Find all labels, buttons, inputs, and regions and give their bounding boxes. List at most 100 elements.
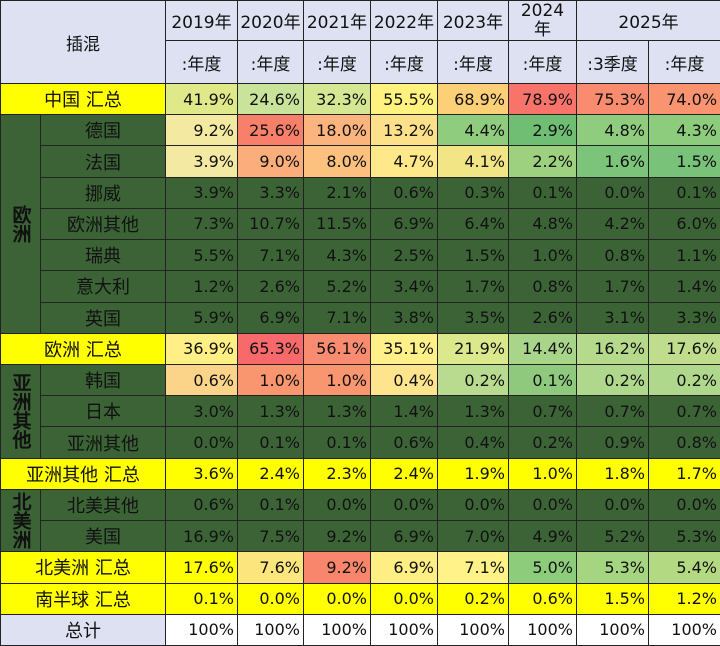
value-cell: 1.3% [237,395,304,428]
region-cell: 欧洲 [0,114,41,334]
value-cell: 9.2% [165,114,238,147]
value-cell: 35.1% [370,332,438,365]
value-cell: 17.6% [647,332,720,365]
value-cell: 0.0% [576,488,649,522]
value-cell: 7.0% [437,520,509,553]
country-row: 英国 5.9% 6.9% 7.1% 3.8% 3.5% 2.6% 3.1% 3.3% [1,301,720,334]
value-cell: 14.4% [508,332,577,365]
value-cell: 0.0% [370,582,438,615]
region-label: 北美洲 [9,492,32,550]
value-cell: 1.8% [576,457,649,490]
value-cell: 5.4% [647,551,720,584]
total-row: 欧洲 汇总 36.9% 65.3% 56.1% 35.1% 21.9% 14.4% 16.2%… [0,332,720,365]
period-header: :年度 [303,40,371,84]
country-row: 挪威 3.9% 3.3% 2.1% 0.6% 0.3% 0.1% 0.0% 0.1% [1,176,720,209]
country-label: 欧洲其他 [40,207,166,241]
value-cell: 3.3% [237,176,304,209]
value-cell: 1.1% [647,239,720,272]
period-header: :年度 [647,40,720,84]
value-cell: 6.9% [237,301,304,334]
value-cell: 9.2% [303,520,371,553]
total-row: 总计 100% 100% 100% 100% 100% 100% 100% 100% [0,613,720,646]
total-row: 北美洲 汇总 17.6% 7.6% 9.2% 6.9% 7.1% 5.0% 5.3% 5.4% [0,551,720,584]
value-cell: 10.7% [237,207,304,241]
value-cell: 0.7% [576,395,649,428]
value-cell: 2.3% [303,457,371,490]
value-cell: 0.0% [303,488,371,522]
value-cell: 0.2% [508,426,577,459]
total-label: 北美洲 汇总 [0,551,166,584]
value-cell: 3.6% [165,457,238,490]
value-cell: 5.5% [165,239,238,272]
year-header: 2020年 [237,0,304,41]
value-cell: 55.5% [370,82,438,116]
country-row: 意大利 1.2% 2.6% 5.2% 3.4% 1.7% 0.8% 1.7% 1.4% [1,270,720,303]
year-header: 2024年 [508,0,577,41]
value-cell: 0.4% [370,363,438,397]
value-cell: 6.9% [370,551,438,584]
country-label: 意大利 [40,270,166,303]
value-cell: 5.3% [647,520,720,553]
year-header: 2019年 [165,0,238,41]
value-cell: 3.9% [165,176,238,209]
total-label: 总计 [0,613,166,646]
year-header: 2022年 [370,0,438,41]
value-cell: 100% [508,613,577,646]
value-cell: 11.5% [303,207,371,241]
value-cell: 32.3% [303,82,371,116]
country-label: 北美其他 [40,488,166,522]
country-row: 欧洲其他 7.3% 10.7% 11.5% 6.9% 6.4% 4.8% 4.2% 6.0% [1,207,720,241]
value-cell: 16.2% [576,332,649,365]
value-cell: 1.4% [647,270,720,303]
country-row: 亚洲其他 0.0% 0.1% 0.1% 0.6% 0.4% 0.2% 0.9% 0.8% [1,426,720,459]
value-cell: 17.6% [165,551,238,584]
country-row: 欧洲 德国 9.2% 25.6% 18.0% 13.2% 4.4% 2.9% 4.8% 4.3% [0,114,720,334]
value-cell: 3.8% [370,301,438,334]
country-label: 韩国 [40,363,166,397]
value-cell: 5.2% [576,520,649,553]
value-cell: 75.3% [576,82,649,116]
value-cell: 0.4% [437,426,509,459]
value-cell: 0.1% [237,426,304,459]
value-cell: 3.9% [165,145,238,178]
value-cell: 7.3% [165,207,238,241]
value-cell: 78.9% [508,82,577,116]
value-cell: 4.1% [437,145,509,178]
period-header: :年度 [370,40,438,84]
value-cell: 0.8% [576,239,649,272]
region-label: 亚洲其他 [9,373,32,450]
value-cell: 16.9% [165,520,238,553]
value-cell: 100% [437,613,509,646]
value-cell: 41.9% [165,82,238,116]
value-cell: 1.2% [647,582,720,615]
year-header: 2023年 [437,0,509,41]
value-cell: 2.1% [303,176,371,209]
year-header: 2021年 [303,0,371,41]
value-cell: 6.4% [437,207,509,241]
total-label: 亚洲其他 汇总 [0,457,166,490]
year-text: 2024年 [520,0,565,40]
value-cell: 1.9% [437,457,509,490]
value-cell: 4.8% [508,207,577,241]
value-cell: 2.9% [508,114,577,147]
value-cell: 0.0% [647,488,720,522]
value-cell: 0.6% [370,176,438,209]
country-label: 瑞典 [40,239,166,272]
value-cell: 5.3% [576,551,649,584]
value-cell: 0.0% [370,488,438,522]
period-header: :年度 [508,40,577,84]
value-cell: 25.6% [237,114,304,147]
value-cell: 21.9% [437,332,509,365]
value-cell: 9.0% [237,145,304,178]
value-cell: 7.5% [237,520,304,553]
value-cell: 0.1% [508,176,577,209]
country-label: 法国 [40,145,166,178]
value-cell: 7.1% [437,551,509,584]
value-cell: 1.5% [647,145,720,178]
value-cell: 0.0% [437,488,509,522]
value-cell: 1.0% [303,363,371,397]
value-cell: 100% [647,613,720,646]
value-cell: 0.0% [508,488,577,522]
value-cell: 100% [576,613,649,646]
